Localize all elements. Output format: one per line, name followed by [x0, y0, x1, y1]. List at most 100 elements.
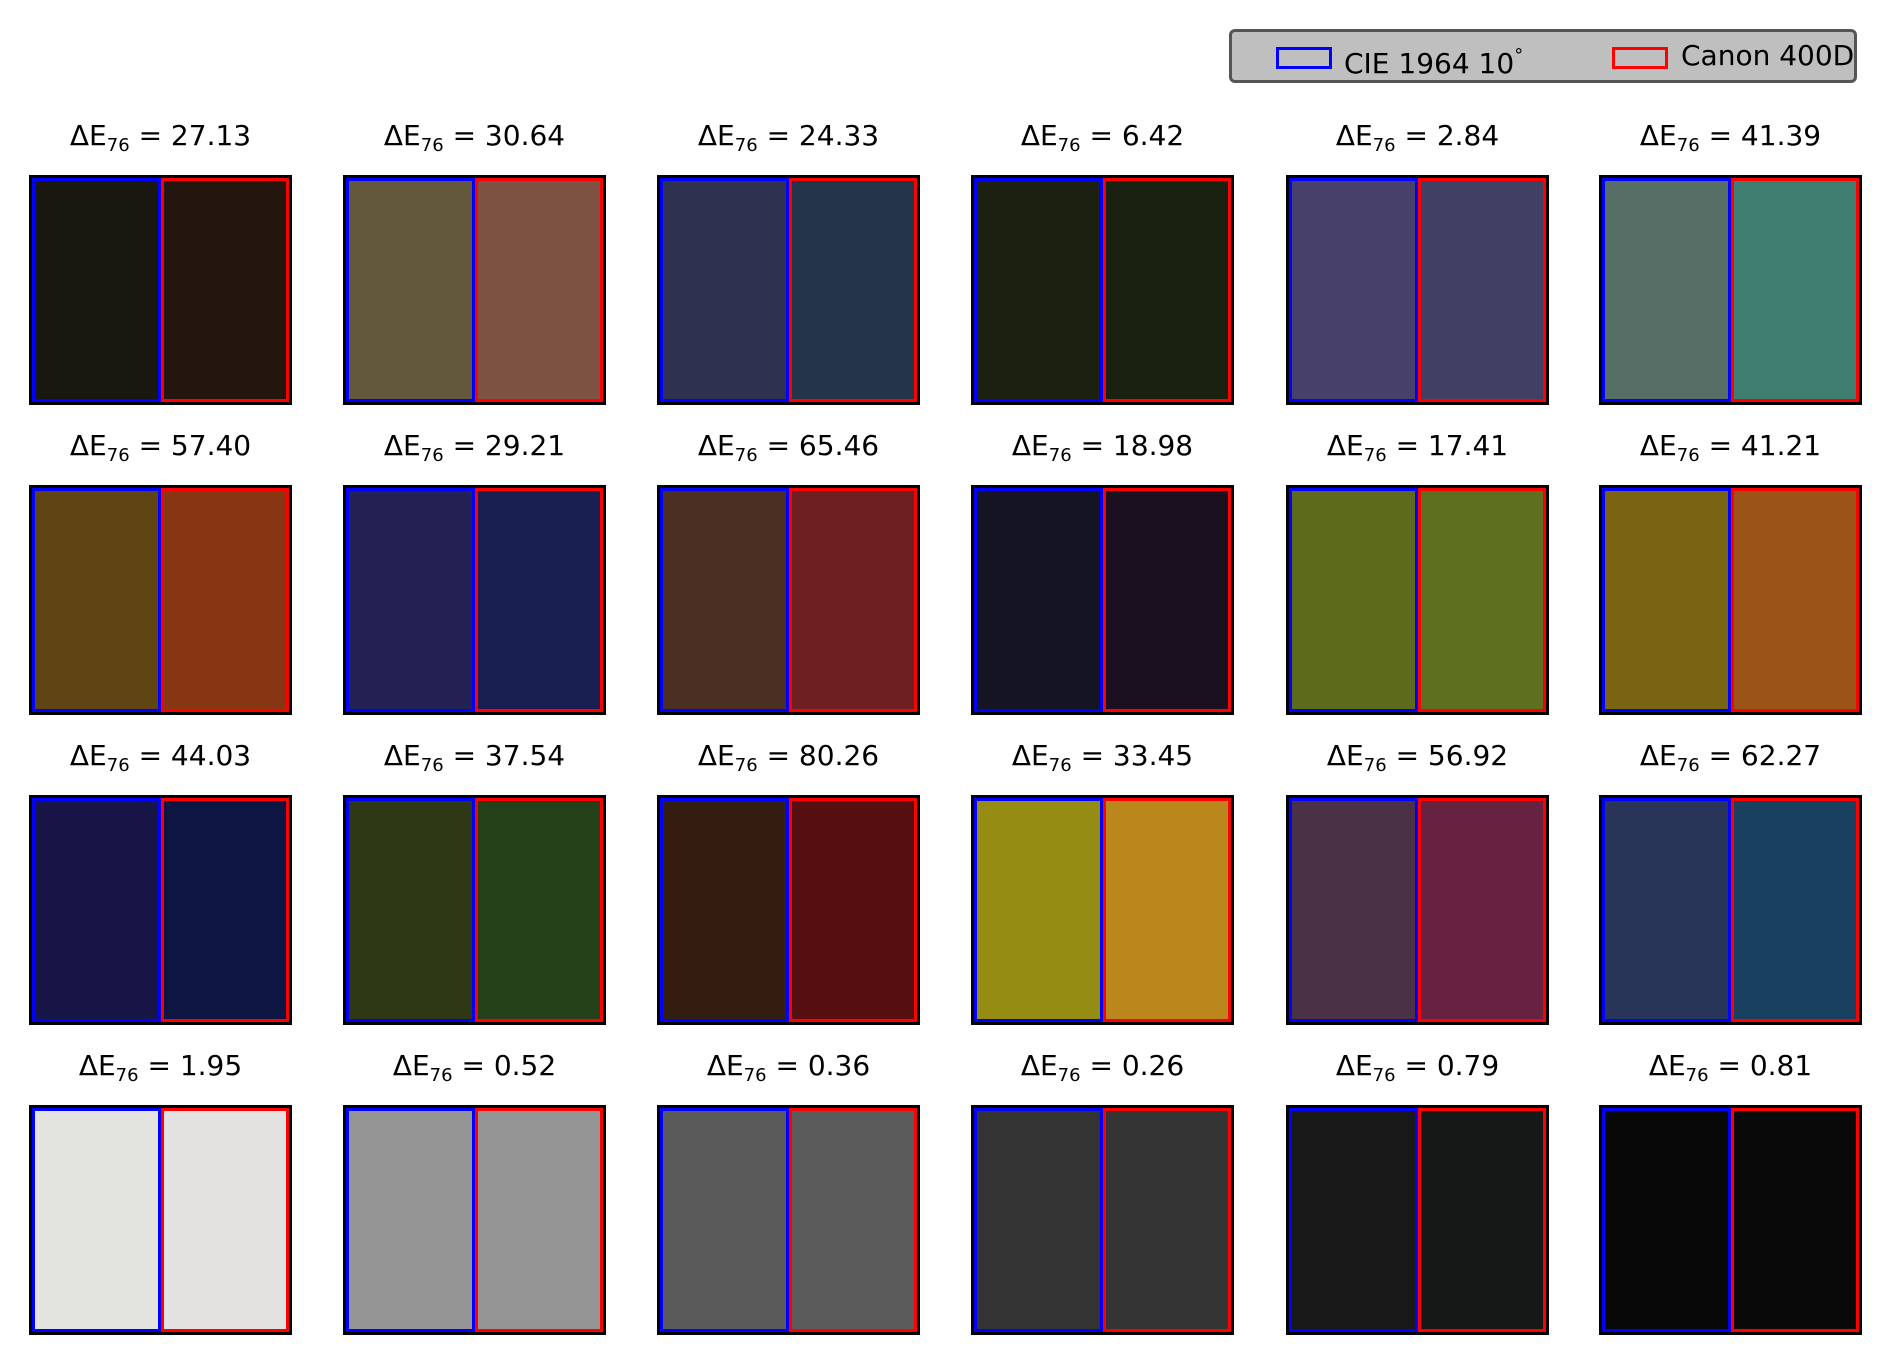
patch-title: ΔE76 = 6.42: [1020, 119, 1185, 156]
patch-title: ΔE76 = 57.40: [69, 429, 252, 466]
patch-panel: [29, 175, 292, 405]
patch-canon-400d: [1731, 1108, 1859, 1332]
patch-cie-1964: [32, 178, 161, 402]
patch-title: ΔE76 = 1.95: [78, 1049, 243, 1086]
patch-title: ΔE76 = 37.54: [383, 739, 566, 776]
patch-panel: [29, 1105, 292, 1335]
patch-cie-1964: [1289, 488, 1418, 712]
patch-canon-400d: [1103, 1108, 1231, 1332]
patch-panel: [1599, 175, 1862, 405]
patch-cie-1964: [974, 1108, 1103, 1332]
patch-canon-400d: [1103, 798, 1231, 1022]
patch-panel: [1286, 485, 1549, 715]
legend: CIE 1964 10° Canon 400D: [1229, 29, 1857, 83]
patch-cie-1964: [32, 488, 161, 712]
patch-cie-1964: [1289, 1108, 1418, 1332]
patch-title: ΔE76 = 65.46: [697, 429, 880, 466]
patch-cie-1964: [660, 798, 789, 1022]
patch-title: ΔE76 = 17.41: [1326, 429, 1509, 466]
patch-canon-400d: [1731, 178, 1859, 402]
patch-canon-400d: [161, 798, 289, 1022]
legend-label-canon-400d: Canon 400D: [1681, 39, 1855, 72]
patch-panel: [1286, 795, 1549, 1025]
patch-panel: [657, 1105, 920, 1335]
patch-cie-1964: [974, 798, 1103, 1022]
patch-canon-400d: [1418, 1108, 1546, 1332]
patch-cie-1964: [660, 178, 789, 402]
patch-panel: [971, 175, 1234, 405]
patch-canon-400d: [1418, 798, 1546, 1022]
patch-cie-1964: [1602, 1108, 1731, 1332]
patch-panel: [1286, 1105, 1549, 1335]
patch-cie-1964: [974, 178, 1103, 402]
patch-panel: [1286, 175, 1549, 405]
patch-cie-1964: [32, 798, 161, 1022]
patch-title: ΔE76 = 0.52: [392, 1049, 557, 1086]
patch-canon-400d: [475, 178, 603, 402]
patch-title: ΔE76 = 2.84: [1335, 119, 1500, 156]
patch-title: ΔE76 = 0.26: [1020, 1049, 1185, 1086]
patch-cie-1964: [1602, 798, 1731, 1022]
patch-cie-1964: [1289, 178, 1418, 402]
patch-canon-400d: [1731, 488, 1859, 712]
patch-cie-1964: [346, 178, 475, 402]
patch-panel: [29, 795, 292, 1025]
patch-cie-1964: [1289, 798, 1418, 1022]
patch-panel: [1599, 1105, 1862, 1335]
patch-cie-1964: [974, 488, 1103, 712]
patch-title: ΔE76 = 44.03: [69, 739, 252, 776]
patch-canon-400d: [789, 1108, 917, 1332]
patch-title: ΔE76 = 18.98: [1011, 429, 1194, 466]
patch-panel: [343, 1105, 606, 1335]
patch-panel: [343, 795, 606, 1025]
patch-panel: [971, 795, 1234, 1025]
patch-canon-400d: [789, 178, 917, 402]
patch-panel: [1599, 795, 1862, 1025]
patch-panel: [343, 175, 606, 405]
patch-title: ΔE76 = 41.39: [1639, 119, 1822, 156]
patch-title: ΔE76 = 56.92: [1326, 739, 1509, 776]
patch-panel: [29, 485, 292, 715]
patch-cie-1964: [660, 488, 789, 712]
patch-title: ΔE76 = 80.26: [697, 739, 880, 776]
patch-cie-1964: [1602, 488, 1731, 712]
patch-title: ΔE76 = 29.21: [383, 429, 566, 466]
patch-panel: [971, 485, 1234, 715]
patch-cie-1964: [346, 1108, 475, 1332]
patch-canon-400d: [1731, 798, 1859, 1022]
patch-title: ΔE76 = 30.64: [383, 119, 566, 156]
patch-title: ΔE76 = 27.13: [69, 119, 252, 156]
patch-canon-400d: [475, 1108, 603, 1332]
patch-canon-400d: [161, 178, 289, 402]
patch-canon-400d: [1103, 178, 1231, 402]
patch-canon-400d: [1418, 178, 1546, 402]
legend-swatch-canon-400d: [1612, 47, 1668, 69]
patch-title: ΔE76 = 24.33: [697, 119, 880, 156]
patch-title: ΔE76 = 41.21: [1639, 429, 1822, 466]
patch-title: ΔE76 = 0.79: [1335, 1049, 1500, 1086]
patch-title: ΔE76 = 0.81: [1648, 1049, 1813, 1086]
patch-canon-400d: [789, 798, 917, 1022]
patch-canon-400d: [1103, 488, 1231, 712]
patch-cie-1964: [32, 1108, 161, 1332]
patch-title: ΔE76 = 33.45: [1011, 739, 1194, 776]
patch-title: ΔE76 = 62.27: [1639, 739, 1822, 776]
patch-canon-400d: [161, 488, 289, 712]
patch-canon-400d: [1418, 488, 1546, 712]
patch-canon-400d: [475, 798, 603, 1022]
patch-cie-1964: [660, 1108, 789, 1332]
patch-panel: [971, 1105, 1234, 1335]
patch-cie-1964: [1602, 178, 1731, 402]
patch-canon-400d: [161, 1108, 289, 1332]
patch-panel: [657, 795, 920, 1025]
patch-panel: [657, 485, 920, 715]
legend-swatch-cie-1964: [1276, 47, 1332, 69]
patch-canon-400d: [475, 488, 603, 712]
patch-panel: [343, 485, 606, 715]
patch-cie-1964: [346, 798, 475, 1022]
patch-panel: [657, 175, 920, 405]
patch-cie-1964: [346, 488, 475, 712]
patch-title: ΔE76 = 0.36: [706, 1049, 871, 1086]
legend-label-cie-1964: CIE 1964 10°: [1344, 45, 1524, 80]
